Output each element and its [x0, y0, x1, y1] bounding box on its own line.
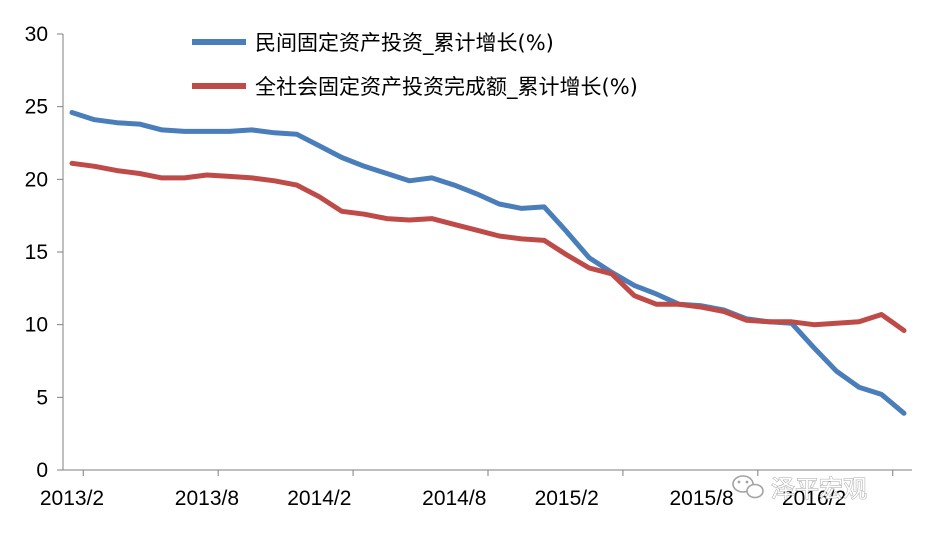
x-tick-label: 2015/8 — [670, 487, 734, 510]
x-tick-label: 2014/2 — [287, 487, 351, 510]
x-tick-label: 2014/8 — [422, 487, 486, 510]
chart-axes — [62, 34, 912, 471]
x-tick-label: 2013/2 — [40, 487, 104, 510]
wechat-icon — [732, 475, 764, 499]
y-tick-label: 25 — [25, 96, 48, 119]
x-tick-label: 2013/8 — [175, 487, 239, 510]
legend-label-total-investment: 全社会固定资产投资完成额_累计增长(%) — [255, 75, 638, 100]
watermark: 泽平宏观 — [732, 475, 868, 504]
legend-entry-total-investment: 全社会固定资产投资完成额_累计增长(%) — [192, 75, 638, 100]
x-tick-label: 2015/2 — [535, 487, 599, 510]
y-tick-label: 0 — [36, 459, 48, 482]
y-tick-label: 5 — [36, 386, 48, 409]
y-tick-label: 15 — [25, 241, 48, 264]
legend-entry-private-investment: 民间固定资产投资_累计增长(%) — [192, 31, 554, 56]
series-line-total-investment — [69, 160, 907, 333]
watermark-text: 泽平宏观 — [771, 475, 867, 503]
x-axis-ticks: 2013/2 2013/8 2014/2 2014/8 2015/2 2015/8 2016… — [40, 470, 894, 510]
y-tick-label: 10 — [25, 314, 48, 337]
y-tick-label: 20 — [25, 168, 48, 191]
series-line-private-investment — [69, 110, 907, 416]
x-tick-label: 2016/2 — [782, 487, 846, 510]
y-tick-label: 30 — [25, 23, 48, 46]
legend-label-private-investment: 民间固定资产投资_累计增长(%) — [255, 31, 554, 56]
legend: 民间固定资产投资_累计增长(%) 全社会固定资产投资完成额_累计增长(%) — [192, 31, 638, 100]
y-axis-ticks: 0 5 10 15 20 25 30 — [25, 23, 63, 482]
series-lines — [69, 110, 907, 416]
